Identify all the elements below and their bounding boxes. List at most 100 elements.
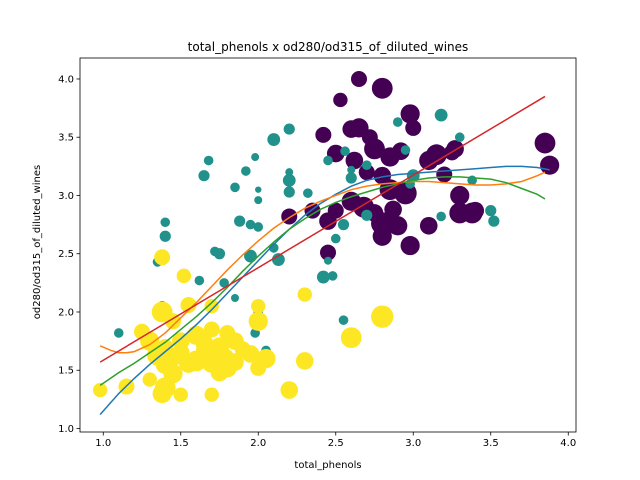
scatter-point-class-1 xyxy=(330,233,341,244)
data-marks xyxy=(92,70,560,416)
x-tick-label: 3.5 xyxy=(483,438,499,449)
scatter-point-class-2 xyxy=(295,352,314,370)
scatter-point-class-1 xyxy=(485,205,497,217)
chart-title: total_phenols x od280/od315_of_diluted_w… xyxy=(188,40,469,54)
scatter-point-class-0 xyxy=(419,216,438,235)
x-tick-label: 1.0 xyxy=(95,438,111,449)
scatter-point-class-0 xyxy=(450,185,470,206)
scatter-point-class-2 xyxy=(241,345,260,363)
scatter-point-class-1 xyxy=(337,219,350,231)
scatter-point-class-1 xyxy=(268,243,279,253)
scatter-point-class-1 xyxy=(219,278,229,288)
scatter-point-class-0 xyxy=(351,70,367,87)
scatter-point-class-1 xyxy=(488,215,500,227)
scatter-point-class-0 xyxy=(400,235,420,256)
scatter-point-class-2 xyxy=(154,249,171,266)
x-tick-label: 3.0 xyxy=(405,438,421,449)
scatter-point-class-1 xyxy=(436,211,446,222)
scatter-point-class-1 xyxy=(245,219,256,230)
scatter-point-class-2 xyxy=(196,341,212,358)
scatter-point-class-1 xyxy=(338,315,349,325)
scatter-point-class-0 xyxy=(426,144,447,166)
scatter-point-class-1 xyxy=(316,270,330,284)
scatter-point-class-1 xyxy=(454,132,465,143)
fit-line-3 xyxy=(99,176,546,387)
scatter-point-class-1 xyxy=(272,253,285,266)
scatter-point-class-2 xyxy=(152,383,172,404)
scatter-point-class-1 xyxy=(327,271,338,281)
scatter-point-class-1 xyxy=(282,173,296,187)
scatter-point-class-2 xyxy=(204,387,219,402)
scatter-point-class-1 xyxy=(361,160,372,170)
fit-line-4 xyxy=(99,95,546,363)
scatter-point-class-0 xyxy=(388,216,408,236)
scatter-point-class-1 xyxy=(283,186,295,198)
scatter-point-class-2 xyxy=(280,381,299,399)
scatter-point-class-2 xyxy=(297,287,312,302)
scatter-point-class-1 xyxy=(253,222,264,232)
scatter-point-class-0 xyxy=(466,201,485,220)
scatter-point-class-2 xyxy=(248,311,268,331)
scatter-point-class-0 xyxy=(320,244,336,261)
scatter-point-class-1 xyxy=(285,168,294,177)
scatter-point-class-0 xyxy=(534,132,556,154)
scatter-point-class-1 xyxy=(254,196,263,205)
scatter-point-class-1 xyxy=(267,133,281,146)
x-tick-label: 2.0 xyxy=(250,438,266,449)
scatter-point-class-1 xyxy=(400,145,411,155)
axes-frame xyxy=(79,57,577,433)
scatter-point-class-1 xyxy=(303,188,313,198)
scatter-point-class-2 xyxy=(210,363,229,382)
scatter-point-class-0 xyxy=(400,104,420,124)
scatter-point-class-1 xyxy=(194,275,205,286)
x-tick-label: 4.0 xyxy=(560,438,576,449)
scatter-point-class-2 xyxy=(371,305,394,328)
y-tick-label: 1.5 xyxy=(58,366,74,377)
y-tick-label: 2.5 xyxy=(58,249,74,260)
x-tick-label: 1.5 xyxy=(173,438,189,449)
scatter-point-class-0 xyxy=(371,77,393,99)
scatter-point-class-0 xyxy=(436,166,453,183)
y-tick-label: 4.0 xyxy=(58,74,74,85)
scatter-point-class-2 xyxy=(180,297,197,313)
fit-line-2 xyxy=(99,171,546,354)
scatter-point-class-2 xyxy=(173,387,188,402)
scatter-point-class-1 xyxy=(159,230,171,242)
scatter-point-class-2 xyxy=(176,268,192,284)
scatter-point-class-0 xyxy=(319,212,337,230)
scatter-point-class-1 xyxy=(283,123,295,135)
scatter-point-class-1 xyxy=(113,328,124,338)
scatter-point-class-2 xyxy=(204,298,219,314)
scatter-point-class-1 xyxy=(203,155,214,166)
scatter-point-class-0 xyxy=(333,92,348,108)
scatter-point-class-1 xyxy=(231,294,239,303)
scatter-point-class-0 xyxy=(358,164,375,181)
scatter-point-class-1 xyxy=(361,209,373,221)
scatter-point-class-0 xyxy=(405,119,422,136)
plot-area: 1.0 1.5 2.0 2.5 3.0 3.5 4.0 1.0 1.5 2.0 2.5 3.0 3.5 4… xyxy=(58,57,577,449)
scatter-point-class-2 xyxy=(251,298,266,314)
scatter-point-class-1 xyxy=(434,108,448,122)
scatter-point-class-1 xyxy=(324,256,332,265)
scatter-point-class-1 xyxy=(213,248,226,260)
scatter-point-class-1 xyxy=(251,153,260,162)
scatter-point-class-1 xyxy=(323,155,333,166)
scatter-point-class-1 xyxy=(234,215,246,227)
x-tick-label: 2.5 xyxy=(328,438,344,449)
scatter-point-class-0 xyxy=(345,151,364,170)
y-tick-label: 3.0 xyxy=(58,191,74,202)
scatter-point-class-2 xyxy=(226,353,244,371)
scatter-point-class-1 xyxy=(244,249,257,263)
scatter-point-class-1 xyxy=(198,170,210,182)
y-tick-label: 1.0 xyxy=(58,424,74,435)
scatter-point-class-2 xyxy=(340,327,362,349)
scatter-point-class-1 xyxy=(255,186,262,193)
y-tick-label: 2.0 xyxy=(58,307,74,318)
y-tick-label: 3.5 xyxy=(58,133,74,144)
scatter-point-class-1 xyxy=(160,217,171,228)
scatter-point-class-2 xyxy=(92,382,108,398)
scatter-point-class-2 xyxy=(256,349,276,369)
scatter-point-class-1 xyxy=(241,166,251,176)
